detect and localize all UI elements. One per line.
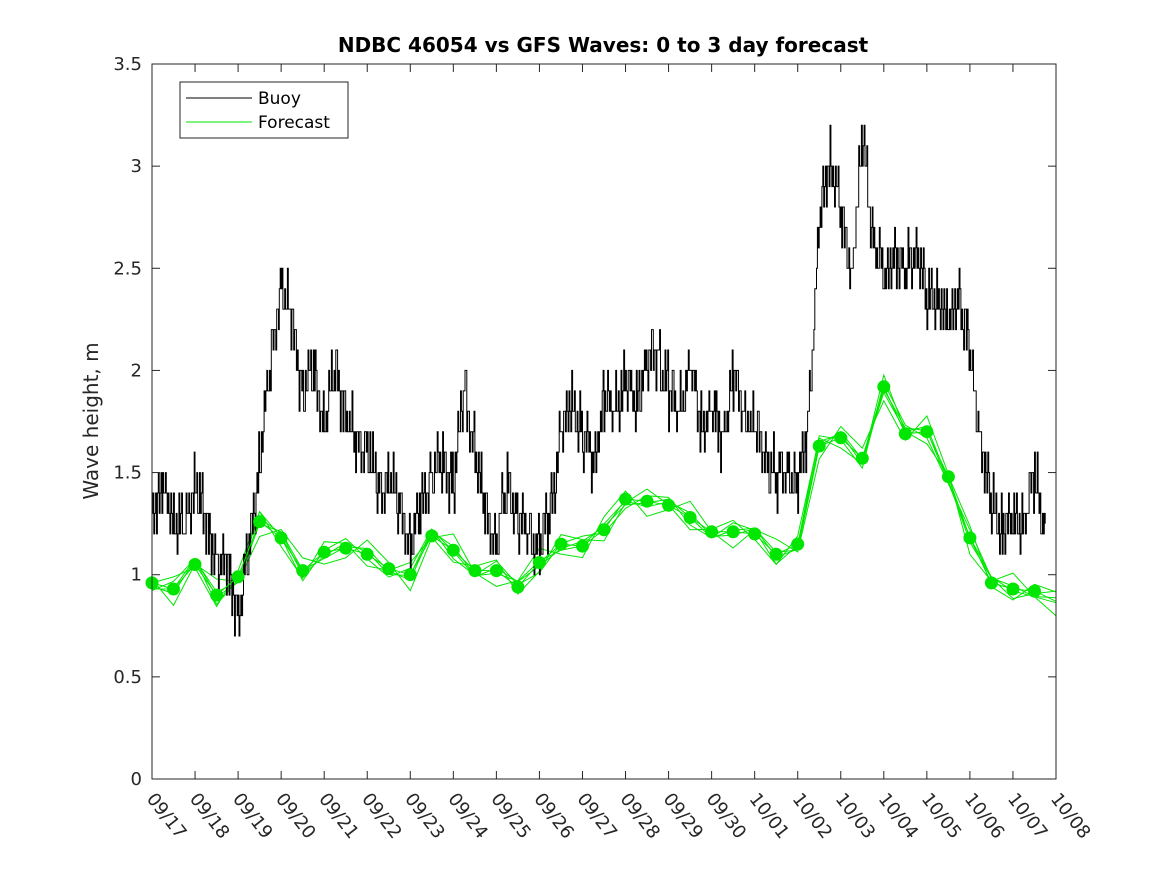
forecast-point — [683, 511, 697, 524]
forecast-point — [791, 537, 805, 551]
forecast-point — [489, 564, 503, 578]
forecast-point — [984, 576, 998, 590]
forecast-point — [640, 494, 654, 508]
y-tick-label: 3.5 — [113, 54, 142, 75]
legend-box — [179, 81, 349, 139]
y-tick-label: 0 — [131, 769, 142, 790]
forecast-point — [210, 588, 224, 602]
buoy-series — [152, 124, 1046, 637]
forecast-point — [705, 525, 719, 539]
forecast-point — [597, 523, 611, 537]
forecast-point — [769, 547, 783, 561]
forecast-point — [877, 380, 891, 394]
legend-buoy-label: Buoy — [258, 89, 301, 109]
forecast-point — [253, 515, 267, 529]
forecast-point — [188, 558, 202, 571]
forecast-point — [941, 470, 955, 484]
y-axis-label: Wave height, m — [79, 342, 103, 499]
forecast-point — [360, 547, 374, 561]
plot-area-border — [151, 63, 1057, 780]
forecast-point — [662, 498, 676, 512]
forecast-point — [812, 439, 826, 453]
forecast-point — [619, 492, 632, 506]
forecast-point — [382, 562, 396, 576]
forecast-point — [963, 531, 977, 545]
forecast-point — [726, 525, 740, 539]
y-axis: 0 0.5 1 1.5 2 2.5 3 3.5 — [113, 54, 1056, 790]
forecast-point — [425, 529, 439, 543]
y-tick-label: 2 — [131, 360, 142, 381]
forecast-point — [834, 431, 848, 445]
y-tick-label: 1 — [131, 565, 142, 586]
forecast-point — [1028, 584, 1041, 598]
forecast-point — [1006, 582, 1020, 596]
y-tick-label: 0.5 — [113, 667, 142, 688]
chart-title: NDBC 46054 vs GFS Waves: 0 to 3 day fore… — [338, 33, 869, 57]
forecast-point — [403, 568, 417, 582]
forecast-point — [855, 451, 869, 465]
forecast-point — [231, 570, 245, 584]
forecast-point — [511, 580, 525, 594]
forecast-point — [898, 427, 912, 441]
forecast-point — [167, 582, 180, 596]
legend-forecast-label: Forecast — [258, 113, 330, 133]
forecast-point — [576, 539, 589, 553]
forecast-point — [274, 531, 288, 545]
forecast-series — [145, 380, 1057, 602]
forecast-point — [920, 425, 934, 439]
forecast-point — [446, 543, 460, 557]
forecast-point — [554, 537, 568, 551]
forecast-point — [317, 545, 331, 559]
forecast-point — [339, 541, 353, 555]
y-tick-label: 2.5 — [113, 258, 142, 279]
buoy-line — [152, 124, 1046, 637]
forecast-point — [296, 564, 310, 578]
forecast-point — [532, 556, 546, 569]
y-tick-label: 1.5 — [113, 463, 142, 484]
forecast-point — [468, 564, 482, 578]
forecast-point — [748, 527, 762, 541]
legend: Buoy Forecast — [179, 81, 349, 139]
y-tick-label: 3 — [131, 156, 142, 177]
